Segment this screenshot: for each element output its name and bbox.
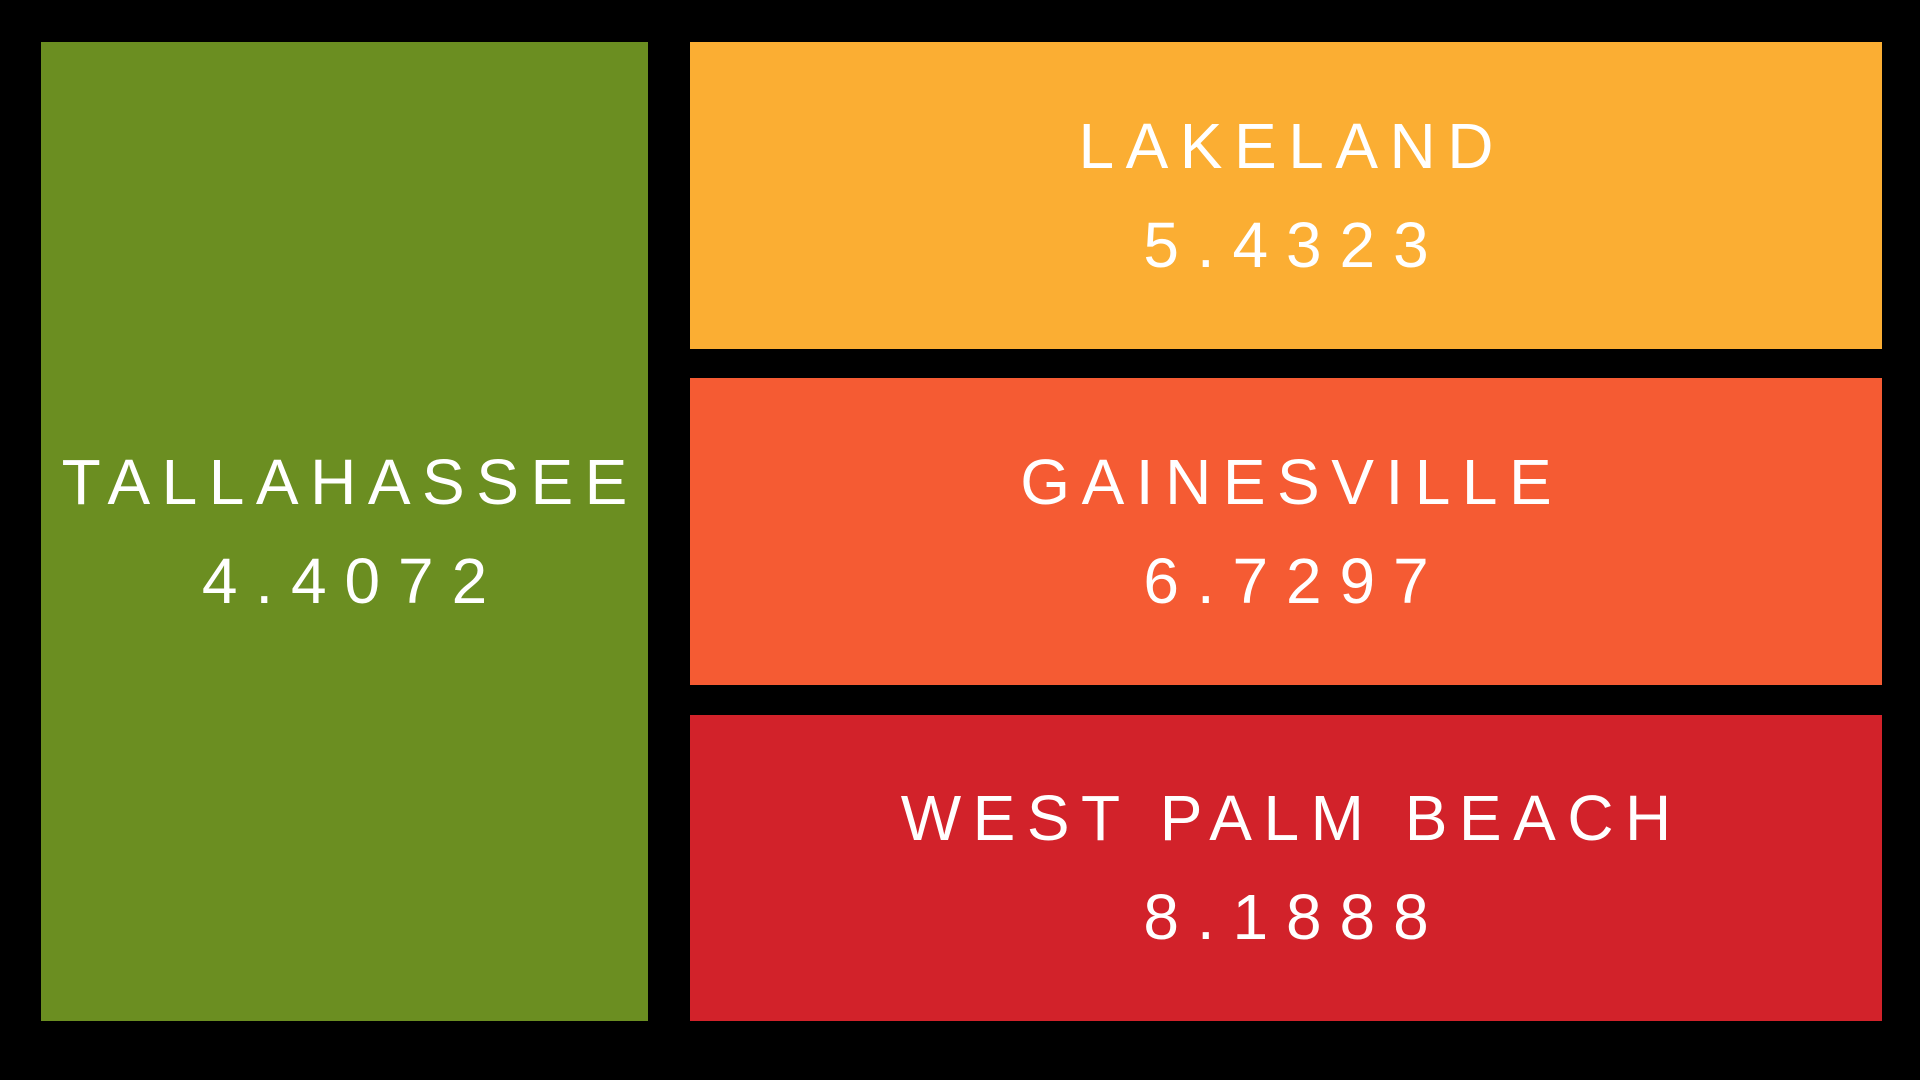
city-value-label: 4.4072	[201, 544, 506, 617]
treemap-tile-gainesville: GAINESVILLE 6.7297	[690, 378, 1882, 685]
treemap-tile-west-palm-beach: WEST PALM BEACH 8.1888	[690, 715, 1882, 1021]
city-value-label: 5.4323	[1143, 208, 1447, 281]
city-name-label: GAINESVILLE	[1020, 445, 1564, 518]
city-value-label: 8.1888	[1143, 881, 1447, 953]
treemap-tile-lakeland: LAKELAND 5.4323	[690, 42, 1882, 349]
city-name-label: WEST PALM BEACH	[900, 782, 1683, 855]
treemap-tile-tallahassee: TALLAHASSEE 4.4072	[41, 42, 648, 1021]
city-name-label: LAKELAND	[1078, 109, 1506, 182]
city-value-label: 6.7297	[1143, 544, 1447, 617]
city-name-label: TALLAHASSEE	[61, 445, 639, 518]
